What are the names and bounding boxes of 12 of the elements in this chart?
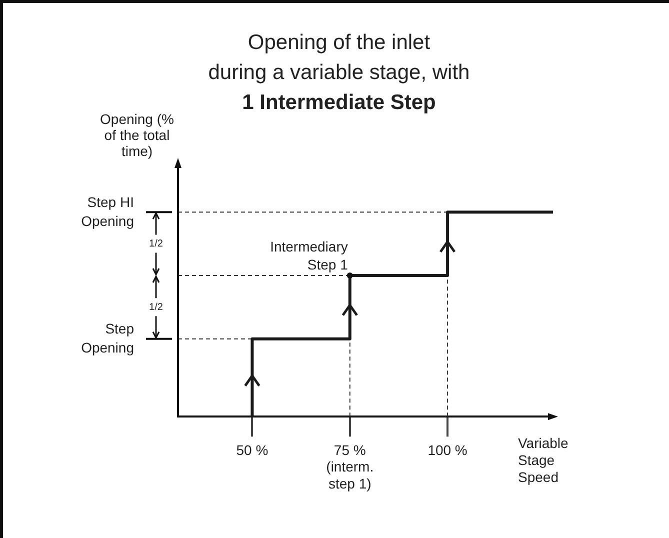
- chart-title: Opening of the inlet during a variable stage, with: [207, 30, 471, 86]
- x-tick-label: 75 % (interm. step 1): [326, 442, 374, 492]
- chart-subtitle: 1 Intermediate Step: [242, 91, 436, 114]
- text: 1/2: [149, 302, 164, 313]
- y-axis-title: Opening (% of the total time): [99, 111, 175, 159]
- x-axis-title: Variable Stage Speed: [518, 435, 570, 486]
- x-tick-label: 50 %: [236, 442, 268, 458]
- x-tick-label: 100 %: [428, 442, 468, 458]
- text: 1/2: [149, 238, 164, 250]
- ref-line-label: Step Opening: [81, 320, 134, 356]
- annotation: Intermediary Step 1: [270, 238, 348, 272]
- ref-line-label: Step HI Opening: [81, 194, 134, 229]
